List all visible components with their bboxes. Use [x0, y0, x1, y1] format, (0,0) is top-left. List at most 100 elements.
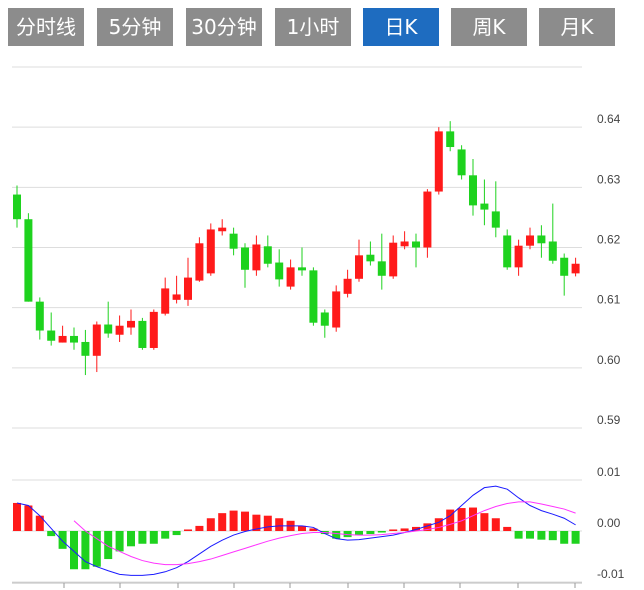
macd-bar [92, 531, 101, 567]
macd-bar [526, 531, 534, 539]
candle-body [115, 325, 124, 335]
macd-bar [184, 529, 192, 531]
tab[interactable]: 1小时 [275, 8, 351, 46]
macd-bar [138, 531, 147, 544]
candle-body [70, 335, 78, 343]
candle-body [503, 235, 512, 268]
macd-bar [503, 526, 512, 531]
candle-body [47, 330, 56, 341]
candle-body [366, 254, 375, 262]
macd-bar [366, 531, 375, 535]
candle-body [81, 341, 90, 356]
candle-body [548, 241, 557, 261]
y-tick-label: 0.63 [597, 172, 621, 186]
candle-body [560, 257, 569, 276]
macd-line [16, 485, 576, 576]
macd-bar [115, 531, 124, 552]
candle-body [241, 247, 249, 270]
candle-body [149, 311, 158, 348]
macd-bar [47, 531, 56, 537]
candle-body [514, 245, 523, 268]
candle-body [491, 211, 500, 228]
candle-body [104, 324, 113, 334]
macd-bar [377, 531, 386, 533]
macd-bar [127, 531, 135, 547]
candle-body [526, 235, 534, 246]
macd-bar [70, 531, 78, 570]
y-tick-label: 0.59 [597, 413, 621, 427]
y-tick-label: 0.62 [597, 233, 621, 247]
macd-bar [514, 531, 523, 539]
candle-body [343, 278, 352, 294]
candle-body [184, 277, 192, 300]
tab[interactable]: 30分钟 [186, 8, 262, 46]
tab[interactable]: 周K [451, 8, 527, 46]
candle-body [298, 267, 306, 271]
y-tick-label: 0.64 [597, 112, 621, 126]
candle-body [400, 241, 409, 247]
candle-body [127, 320, 135, 328]
macd-bar [400, 528, 409, 531]
candle-body [446, 131, 455, 148]
candle-body [35, 301, 44, 331]
macd-bar [24, 505, 33, 531]
candle-body [138, 320, 147, 348]
candle-body [423, 191, 432, 248]
macd-bar [571, 531, 580, 544]
macd-bar [537, 531, 546, 540]
tab[interactable]: 分时线 [8, 8, 84, 46]
tab[interactable]: 日K [363, 8, 439, 46]
macd-bar [423, 523, 432, 531]
macd-bar [298, 525, 306, 531]
candle-body [332, 291, 341, 328]
macd-bar [161, 531, 170, 539]
candle-body [263, 246, 272, 264]
macd-line [73, 501, 576, 566]
macd-bar [13, 502, 21, 531]
macd-bar [104, 531, 113, 560]
candle-body [206, 229, 215, 274]
macd-bar [81, 531, 90, 570]
candle-body [469, 175, 477, 206]
candle-body [13, 194, 21, 220]
macd-bar [58, 531, 67, 549]
candle-body [355, 255, 363, 279]
candle-body [320, 312, 329, 326]
macd-bar [491, 518, 500, 531]
macd-bar [229, 510, 238, 531]
candle-body [571, 263, 580, 274]
macd-bar [252, 514, 261, 531]
candle-body [377, 261, 386, 276]
candle-body [480, 203, 489, 210]
macd-bar [195, 525, 204, 531]
candle-body [24, 219, 33, 302]
y-tick-label: 0.60 [597, 353, 621, 367]
tab[interactable]: 月K [539, 8, 615, 46]
macd-bar [241, 511, 249, 531]
macd-bar [149, 531, 158, 544]
candle-body [58, 335, 67, 343]
macd-bar [275, 518, 284, 531]
candle-body [252, 244, 261, 271]
candle-body [537, 235, 546, 244]
macd-bar [218, 513, 227, 531]
macd-bar [35, 515, 44, 531]
macd-bar [560, 531, 569, 544]
candle-body [275, 262, 284, 280]
tab[interactable]: 5分钟 [97, 8, 173, 46]
macd-bar [389, 529, 398, 531]
candle-body [229, 233, 238, 249]
macd-bar [263, 515, 272, 531]
x-ticks [63, 583, 576, 588]
candle-body [389, 242, 398, 277]
candle-body [309, 270, 318, 323]
tab-bar: 分时线 5分钟 30分钟 1小时 日K 周K 月K [0, 0, 644, 54]
macd-bar [206, 518, 215, 531]
candle-body [161, 288, 170, 314]
macd-bar [469, 507, 477, 531]
candle-body [92, 324, 101, 356]
macd-bar [355, 531, 363, 536]
macd-bar [457, 508, 466, 531]
